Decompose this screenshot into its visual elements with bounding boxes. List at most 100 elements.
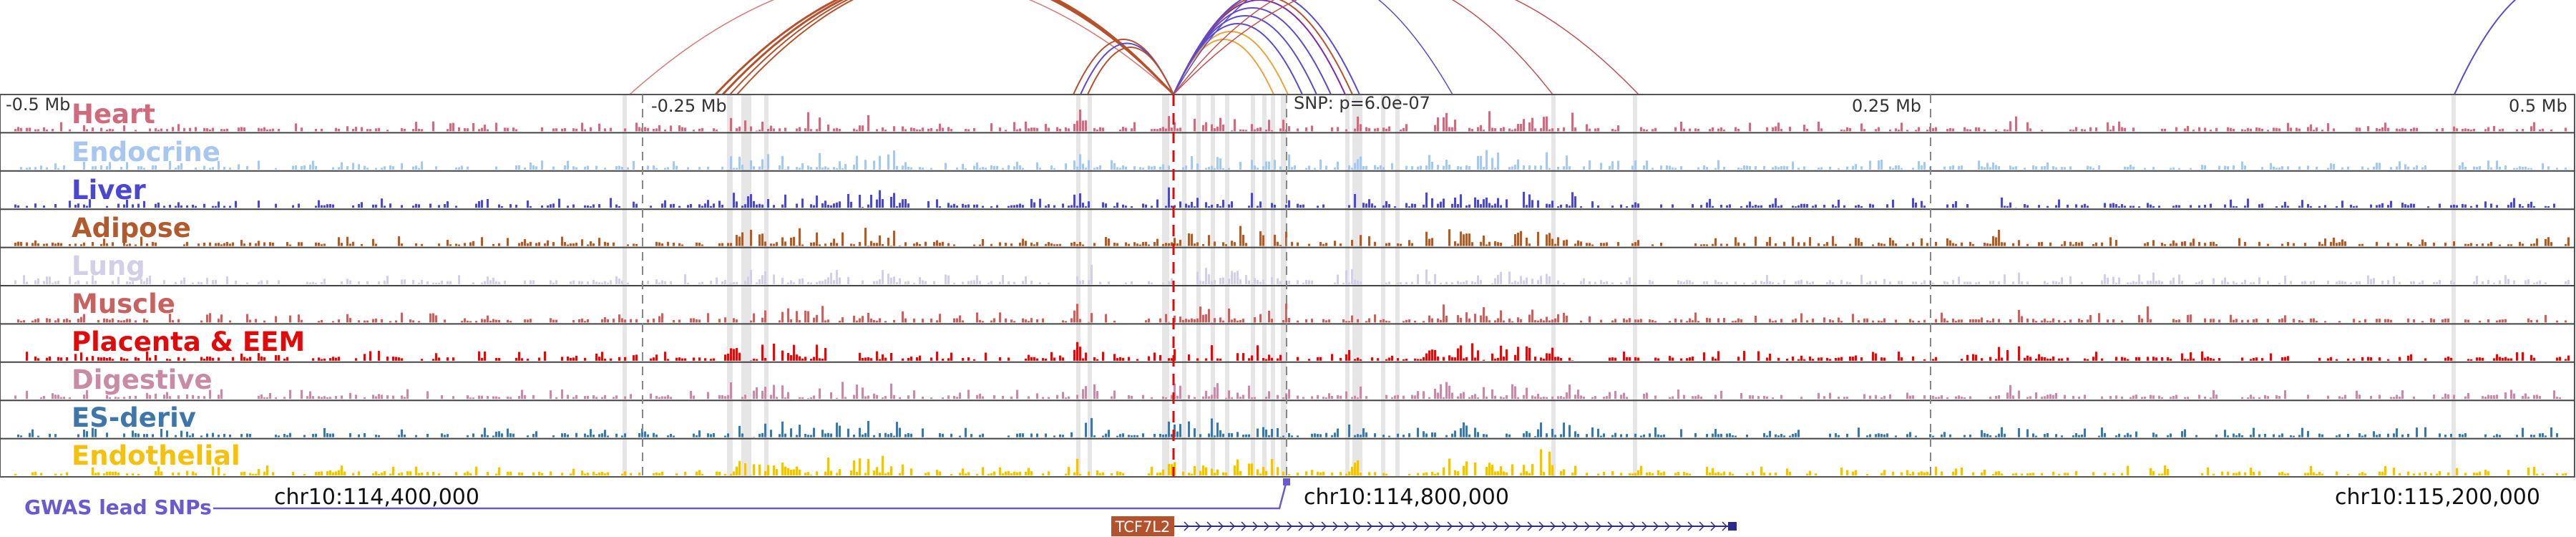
signal-peak	[177, 472, 180, 475]
signal-peak	[2559, 357, 2561, 361]
signal-peak	[109, 397, 111, 400]
signal-peak	[1520, 276, 1522, 284]
signal-peak	[796, 203, 798, 208]
signal-peak	[721, 166, 723, 170]
gene-box-tcf7l2[interactable]	[1111, 516, 1174, 536]
signal-peak	[1835, 205, 1837, 208]
signal-peak	[2556, 168, 2558, 170]
signal-peak	[1491, 158, 1493, 170]
signal-peak	[235, 200, 237, 208]
signal-peak	[177, 124, 180, 132]
signal-peak	[859, 352, 861, 361]
signal-peak	[1812, 281, 1814, 284]
signal-peak	[2338, 434, 2341, 437]
signal-peak	[1563, 422, 1565, 437]
signal-peak	[1961, 319, 1963, 323]
signal-peak	[736, 319, 738, 323]
signal-peak	[92, 356, 94, 361]
signal-peak	[910, 357, 912, 361]
signal-peak	[1812, 359, 1814, 361]
signal-peak	[77, 434, 79, 437]
signal-peak	[2393, 433, 2395, 437]
signal-peak	[667, 241, 669, 246]
signal-peak	[2490, 395, 2492, 400]
signal-peak	[375, 243, 377, 246]
gwas-lead-snp-marker[interactable]	[1283, 478, 1290, 485]
signal-peak	[1340, 357, 1342, 361]
signal-peak	[1068, 205, 1070, 208]
signal-peak	[1311, 319, 1313, 323]
signal-peak	[386, 130, 389, 132]
signal-peak	[432, 282, 434, 284]
signal-peak	[1860, 205, 1863, 208]
signal-peak	[278, 435, 280, 437]
signal-peak	[1600, 280, 1602, 284]
signal-peak	[2421, 321, 2424, 323]
signal-peak	[1589, 160, 1591, 170]
signal-peak	[1706, 317, 1708, 323]
signal-peak	[2112, 203, 2114, 208]
signal-peak	[1923, 162, 1926, 170]
signal-peak	[2118, 121, 2120, 132]
signal-peak	[426, 391, 429, 400]
signal-peak	[1411, 203, 1413, 208]
signal-peak	[801, 198, 804, 208]
signal-peak	[1852, 471, 1854, 475]
signal-peak	[2267, 281, 2269, 284]
signal-peak	[836, 270, 838, 284]
signal-peak	[1113, 242, 1116, 246]
signal-peak	[1574, 127, 1576, 132]
signal-peak	[2061, 358, 2063, 361]
signal-peak	[862, 358, 864, 361]
signal-peak	[160, 128, 162, 132]
signal-peak	[2150, 395, 2152, 400]
signal-peak	[1205, 122, 1207, 132]
signal-peak	[1022, 318, 1024, 323]
signal-peak	[2307, 127, 2309, 132]
signal-peak	[2078, 242, 2080, 246]
signal-peak	[896, 205, 898, 208]
signal-peak	[2399, 129, 2401, 132]
signal-peak	[1357, 159, 1359, 170]
signal-peak	[893, 126, 895, 132]
signal-peak	[1191, 473, 1193, 475]
signal-peak	[1640, 465, 1642, 475]
signal-peak	[621, 473, 623, 475]
signal-peak	[1228, 168, 1230, 170]
signal-peak	[592, 280, 595, 284]
signal-peak	[2450, 205, 2452, 208]
signal-peak	[1288, 317, 1290, 323]
signal-peak	[922, 397, 924, 400]
signal-peak	[2367, 168, 2369, 170]
signal-peak	[1737, 357, 1740, 361]
signal-peak	[1483, 359, 1485, 361]
signal-peak	[615, 204, 618, 208]
signal-peak	[887, 434, 889, 437]
signal-peak	[1125, 282, 1127, 284]
signal-peak	[2115, 204, 2117, 208]
signal-peak	[335, 357, 337, 361]
signal-peak	[1749, 166, 1751, 170]
signal-peak	[996, 165, 998, 170]
signal-peak	[449, 281, 452, 284]
signal-peak	[1740, 168, 1742, 170]
signal-peak	[401, 429, 403, 437]
signal-peak	[761, 432, 763, 437]
signal-peak	[862, 387, 864, 400]
signal-peak	[478, 395, 480, 400]
signal-peak	[43, 396, 45, 400]
signal-peak	[2167, 357, 2169, 361]
signal-peak	[1268, 310, 1270, 323]
signal-peak	[487, 472, 489, 475]
signal-peak	[418, 321, 420, 323]
signal-peak	[882, 243, 884, 246]
signal-peak	[1514, 354, 1516, 361]
signal-peak	[1368, 236, 1370, 246]
signal-peak	[1923, 472, 1926, 475]
signal-peak	[1045, 124, 1047, 132]
signal-peak	[979, 393, 981, 400]
signal-peak	[1248, 205, 1250, 208]
signal-peak	[864, 396, 867, 400]
signal-peak	[1377, 127, 1379, 132]
signal-peak	[650, 358, 652, 361]
